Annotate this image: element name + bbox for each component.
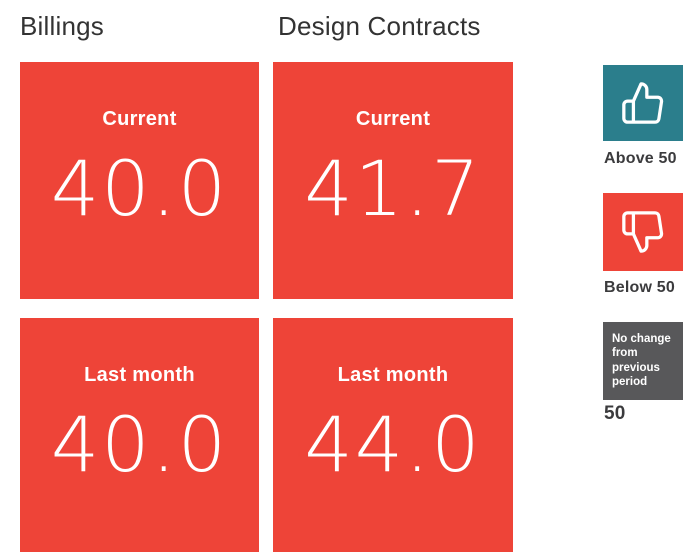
tile-value: 41.7 [304, 144, 482, 233]
above-50-badge [603, 65, 683, 141]
section-title-billings: Billings [20, 11, 104, 41]
tile-label: Last month [84, 364, 195, 386]
tile-value: 44.0 [304, 400, 482, 489]
below-50-badge [603, 193, 683, 271]
tile-value: 40.0 [50, 400, 229, 489]
no-change-value-label: 50 [604, 403, 626, 424]
tile-label: Last month [337, 364, 449, 386]
no-change-badge: No change from previous period [603, 322, 683, 400]
tile-billings-current: Current 40.0 [20, 62, 259, 299]
tile-design-contracts-current: Current 41.7 [273, 62, 513, 299]
above-50-label: Above 50 [604, 150, 677, 167]
tile-value: 40.0 [50, 144, 229, 233]
tile-billings-last-month: Last month 40.0 [20, 318, 259, 552]
section-title-design-contracts: Design Contracts [278, 11, 481, 41]
tile-label: Current [355, 108, 431, 130]
below-50-label: Below 50 [604, 279, 675, 296]
thumbs-down-icon [622, 211, 664, 253]
tile-label: Current [102, 108, 177, 130]
no-change-box-text: No change from previous period [612, 333, 671, 389]
tile-design-contracts-last-month: Last month 44.0 [273, 318, 513, 552]
thumbs-up-icon [622, 82, 664, 124]
